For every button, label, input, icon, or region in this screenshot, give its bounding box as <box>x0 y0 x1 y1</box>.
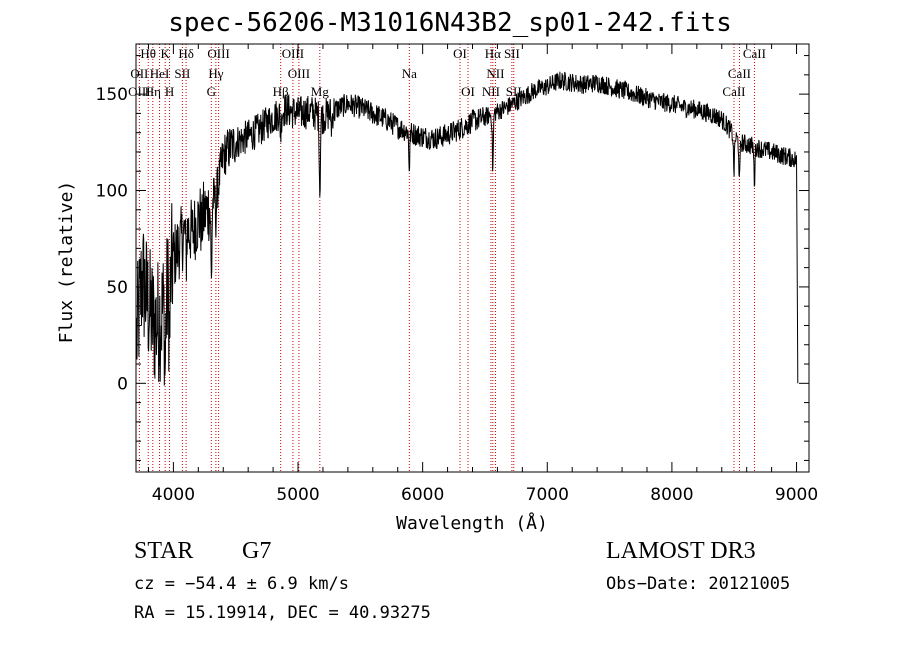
line-label: SII <box>174 66 190 81</box>
marker-lines <box>138 44 755 472</box>
line-label: OIII <box>128 84 150 99</box>
line-label: OII <box>130 66 148 81</box>
line-label: SII <box>504 46 520 61</box>
line-label: H <box>165 84 174 99</box>
line-label: Hα <box>485 46 501 61</box>
line-label: SII <box>506 84 522 99</box>
y-tick-label: 150 <box>96 85 128 105</box>
line-label: NII <box>486 66 504 81</box>
line-label: Na <box>402 66 417 81</box>
coordinates: RA = 15.19914, DEC = 40.93275 <box>134 603 431 623</box>
x-tick-label: 6000 <box>401 485 444 505</box>
line-label: HeI <box>150 66 170 81</box>
x-tick-label: 4000 <box>152 485 195 505</box>
spectrum-line <box>136 71 799 386</box>
line-label: K <box>160 46 170 61</box>
line-label: Hγ <box>208 66 223 81</box>
line-label: OI <box>461 84 475 99</box>
line-label: Hβ <box>273 84 289 99</box>
line-label: Hδ <box>178 46 194 61</box>
axis-tick-labels: 4000 5000 6000 7000 8000 9000 0 50 100 150 <box>96 85 819 505</box>
redshift-cz: cz = −54.4 ± 6.9 km/s <box>134 574 349 594</box>
object-class: STAR <box>134 538 194 564</box>
x-tick-label: 5000 <box>276 485 319 505</box>
x-tick-label: 7000 <box>526 485 569 505</box>
axis-ticks <box>136 44 809 472</box>
line-label: CaII <box>722 84 745 99</box>
line-label: NII <box>482 84 500 99</box>
object-subclass: G7 <box>242 538 272 564</box>
y-tick-label: 100 <box>96 182 128 202</box>
line-label: OIII <box>288 66 310 81</box>
line-label: OI <box>453 46 467 61</box>
line-label: Hη <box>145 84 161 99</box>
line-label: OIII <box>207 46 229 61</box>
line-label: CaII <box>743 46 766 61</box>
line-label: Hθ <box>140 46 156 61</box>
survey-name: LAMOST DR3 <box>606 538 756 564</box>
x-tick-label: 8000 <box>650 485 693 505</box>
y-tick-label: 0 <box>117 374 128 394</box>
line-label: OIII <box>282 46 304 61</box>
line-label: CaII <box>728 66 751 81</box>
line-label: Mg <box>311 84 330 99</box>
x-tick-label: 9000 <box>775 485 818 505</box>
y-tick-label: 50 <box>106 278 128 298</box>
x-axis-label: Wavelength (Å) <box>396 512 548 534</box>
y-axis-label: Flux (relative) <box>56 181 77 344</box>
observation-date: Obs−Date: 20121005 <box>606 574 791 594</box>
chart-title: spec-56206-M31016N43B2_sp01-242.fits <box>168 8 732 38</box>
line-label: G <box>207 84 216 99</box>
